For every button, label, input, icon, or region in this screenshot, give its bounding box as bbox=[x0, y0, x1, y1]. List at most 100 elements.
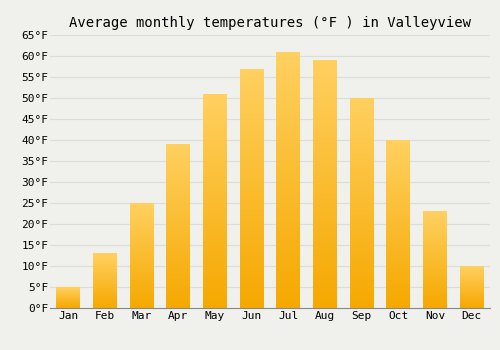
Bar bbox=[203, 197, 227, 198]
Bar bbox=[130, 208, 154, 209]
Bar bbox=[350, 223, 374, 224]
Bar bbox=[240, 83, 264, 84]
Bar bbox=[276, 223, 300, 225]
Bar bbox=[166, 170, 190, 171]
Bar bbox=[350, 294, 374, 295]
Bar bbox=[240, 271, 264, 272]
Bar bbox=[313, 210, 337, 211]
Bar bbox=[203, 129, 227, 130]
Bar bbox=[350, 303, 374, 304]
Bar bbox=[203, 162, 227, 163]
Bar bbox=[276, 275, 300, 276]
Bar bbox=[203, 153, 227, 154]
Bar bbox=[350, 254, 374, 256]
Bar bbox=[203, 173, 227, 174]
Bar bbox=[350, 207, 374, 208]
Bar bbox=[350, 134, 374, 135]
Bar bbox=[313, 277, 337, 278]
Bar bbox=[240, 193, 264, 194]
Bar bbox=[203, 258, 227, 259]
Bar bbox=[240, 214, 264, 215]
Bar bbox=[240, 199, 264, 200]
Bar bbox=[203, 231, 227, 232]
Bar bbox=[276, 185, 300, 186]
Bar bbox=[203, 286, 227, 287]
Bar bbox=[276, 155, 300, 157]
Bar bbox=[313, 106, 337, 107]
Bar bbox=[240, 222, 264, 223]
Bar bbox=[350, 304, 374, 305]
Bar bbox=[130, 225, 154, 226]
Bar bbox=[276, 135, 300, 136]
Bar bbox=[350, 113, 374, 114]
Bar bbox=[276, 276, 300, 277]
Bar bbox=[130, 259, 154, 260]
Bar bbox=[386, 290, 410, 291]
Bar bbox=[276, 204, 300, 205]
Bar bbox=[203, 216, 227, 217]
Bar bbox=[166, 232, 190, 233]
Bar bbox=[386, 234, 410, 235]
Bar bbox=[203, 196, 227, 197]
Bar bbox=[203, 219, 227, 220]
Bar bbox=[166, 236, 190, 237]
Bar bbox=[203, 229, 227, 230]
Bar bbox=[166, 166, 190, 167]
Bar bbox=[240, 288, 264, 289]
Bar bbox=[276, 295, 300, 296]
Bar bbox=[350, 298, 374, 299]
Bar bbox=[203, 186, 227, 187]
Bar bbox=[313, 113, 337, 115]
Bar bbox=[313, 226, 337, 228]
Bar bbox=[203, 245, 227, 246]
Bar bbox=[386, 285, 410, 286]
Bar bbox=[130, 210, 154, 211]
Bar bbox=[203, 99, 227, 100]
Bar bbox=[350, 98, 374, 99]
Bar bbox=[423, 268, 447, 269]
Bar bbox=[203, 208, 227, 209]
Bar bbox=[386, 279, 410, 280]
Bar bbox=[350, 131, 374, 132]
Bar bbox=[276, 216, 300, 217]
Title: Average monthly temperatures (°F ) in Valleyview: Average monthly temperatures (°F ) in Va… bbox=[69, 16, 471, 30]
Bar bbox=[130, 246, 154, 247]
Bar bbox=[130, 242, 154, 243]
Bar bbox=[240, 300, 264, 301]
Bar bbox=[240, 170, 264, 172]
Bar bbox=[240, 192, 264, 193]
Bar bbox=[276, 133, 300, 134]
Bar bbox=[130, 245, 154, 246]
Bar bbox=[240, 127, 264, 128]
Bar bbox=[350, 268, 374, 269]
Bar bbox=[240, 285, 264, 286]
Bar bbox=[350, 283, 374, 284]
Bar bbox=[276, 70, 300, 71]
Bar bbox=[386, 145, 410, 146]
Bar bbox=[386, 273, 410, 274]
Bar bbox=[276, 53, 300, 54]
Bar bbox=[240, 90, 264, 91]
Bar bbox=[423, 256, 447, 257]
Bar bbox=[240, 262, 264, 264]
Bar bbox=[203, 154, 227, 155]
Bar bbox=[130, 291, 154, 292]
Bar bbox=[350, 140, 374, 141]
Bar bbox=[130, 240, 154, 241]
Bar bbox=[350, 273, 374, 274]
Bar bbox=[203, 265, 227, 266]
Bar bbox=[350, 176, 374, 177]
Bar bbox=[386, 252, 410, 253]
Bar bbox=[276, 306, 300, 307]
Bar bbox=[276, 287, 300, 289]
Bar bbox=[350, 148, 374, 149]
Bar bbox=[423, 212, 447, 213]
Bar bbox=[240, 121, 264, 122]
Bar bbox=[276, 248, 300, 249]
Bar bbox=[386, 203, 410, 204]
Bar bbox=[203, 291, 227, 292]
Bar bbox=[350, 167, 374, 168]
Bar bbox=[130, 251, 154, 252]
Bar bbox=[166, 262, 190, 263]
Bar bbox=[313, 71, 337, 72]
